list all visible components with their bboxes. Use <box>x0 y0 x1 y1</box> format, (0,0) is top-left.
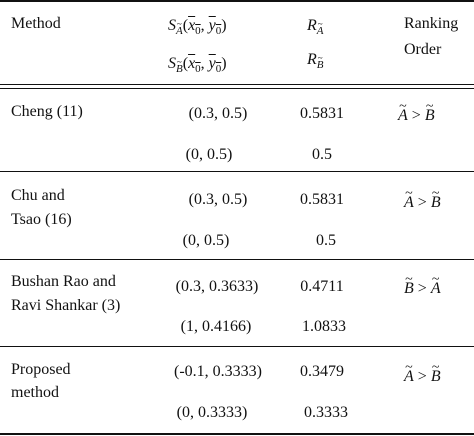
row3-r-b: 1.0833 <box>302 318 346 335</box>
row4-s-a: (-0.1, 0.3333) <box>174 363 262 380</box>
row3-s-b: (1, 0.4166) <box>180 318 252 335</box>
row3-s-a: (0.3, 0.3633) <box>175 278 259 295</box>
row4-s-b: (0, 0.3333) <box>176 404 248 421</box>
row1-s-a: (0.3, 0.5) <box>188 105 248 122</box>
row2-order: A > B <box>404 194 441 212</box>
row2-s-a: (0.3, 0.5) <box>188 191 248 208</box>
row2-r-b: 0.5 <box>316 232 336 249</box>
row1-order: A > B <box>398 107 435 125</box>
row1-r-a: 0.5831 <box>300 105 344 122</box>
row2-s-b: (0, 0.5) <box>182 232 230 249</box>
header-s-a: SA(x0, y0) <box>168 17 227 37</box>
header-r-a: RA <box>307 17 324 37</box>
bottom-rule <box>0 433 474 435</box>
row1-s-b: (0, 0.5) <box>185 146 233 163</box>
header-order: Order <box>404 41 442 58</box>
header-ranking: Ranking <box>404 15 459 32</box>
row3-order: B > A <box>404 280 441 298</box>
row4-order: A > B <box>404 368 441 386</box>
row4-method-line2: method <box>11 384 59 401</box>
row3-method-line1: Bushan Rao and <box>11 273 116 290</box>
row1-method-line1: Cheng (11) <box>11 103 83 120</box>
row2-method-line1: Chu and <box>11 187 65 204</box>
header-s-b: SB(x0, y0) <box>168 55 227 75</box>
row2-method-line2: Tsao (16) <box>11 211 72 228</box>
header-double-rule-1 <box>0 84 474 85</box>
header-r-b: RB <box>307 51 324 71</box>
top-rule <box>0 0 474 2</box>
row-rule-2 <box>0 259 474 260</box>
row1-r-b: 0.5 <box>312 146 332 163</box>
row2-r-a: 0.5831 <box>300 191 344 208</box>
row3-method-line2: Ravi Shankar (3) <box>11 297 121 314</box>
row3-r-a: 0.4711 <box>300 278 344 295</box>
row-rule-1 <box>0 171 474 172</box>
row4-method-line1: Proposed <box>11 361 71 378</box>
header-double-rule-2 <box>0 88 474 89</box>
header-method: Method <box>11 15 61 32</box>
row-rule-3 <box>0 346 474 347</box>
row4-r-b: 0.3333 <box>304 404 348 421</box>
row4-r-a: 0.3479 <box>300 363 344 380</box>
